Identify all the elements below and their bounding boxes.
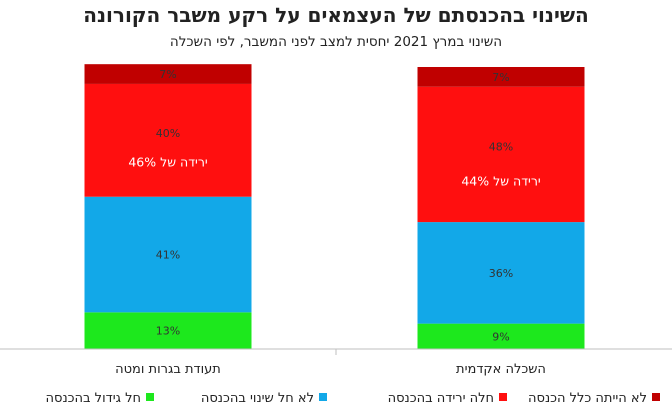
data-label: 40%: [156, 127, 180, 140]
bar-segment: [417, 323, 585, 349]
data-label: 9%: [492, 330, 509, 343]
data-label: 48%: [489, 140, 513, 153]
bar-segment: [417, 222, 585, 324]
legend-marker: [499, 393, 507, 401]
legend-marker: [652, 393, 660, 401]
data-label: 13%: [156, 325, 180, 338]
bar-segment: [84, 83, 252, 197]
data-label: 7%: [159, 68, 176, 81]
legend-marker: [146, 393, 154, 401]
legend-label: חל גידול בהכנסה: [46, 391, 141, 406]
legend-label: חלה ירידה בהכנסה: [388, 391, 494, 406]
category-label: השכלה אקדמית: [456, 362, 546, 377]
chart-title: השינוי בהכנסתם של העצמאים על רקע משבר הק…: [83, 3, 589, 27]
bar-segment: [84, 312, 252, 349]
legend-marker: [319, 393, 327, 401]
category-labels: השכלה אקדמית תעודת בגרות ומטה: [115, 362, 546, 377]
bar-segment: [84, 196, 252, 313]
data-label: 41%: [156, 249, 180, 262]
bar-segment: [417, 86, 585, 223]
data-label: 7%: [492, 71, 509, 84]
legend: לא הייתה כלל הכנסה חלה ירידה בהכנסה לא חל …: [46, 391, 660, 406]
chart-subtitle: השינוי במרץ 2021 יחסית למצב לפני המשבר, …: [170, 34, 502, 50]
legend-label: לא חל שינוי בהכנסה: [201, 391, 314, 406]
bar-segment: [84, 64, 252, 84]
legend-label: לא הייתה כלל הכנסה: [528, 391, 647, 406]
data-label: 36%: [489, 267, 513, 280]
bar-segment: [417, 67, 585, 87]
decline-annotation: ירידה של 44%: [461, 174, 540, 189]
category-label: תעודת בגרות ומטה: [115, 362, 221, 377]
plot-area: 9% 36% 48% 7% ירידה של 44% 13% 41% 40% 7% ירידה ש…: [84, 64, 585, 349]
decline-annotation: ירידה של 46%: [128, 154, 207, 169]
